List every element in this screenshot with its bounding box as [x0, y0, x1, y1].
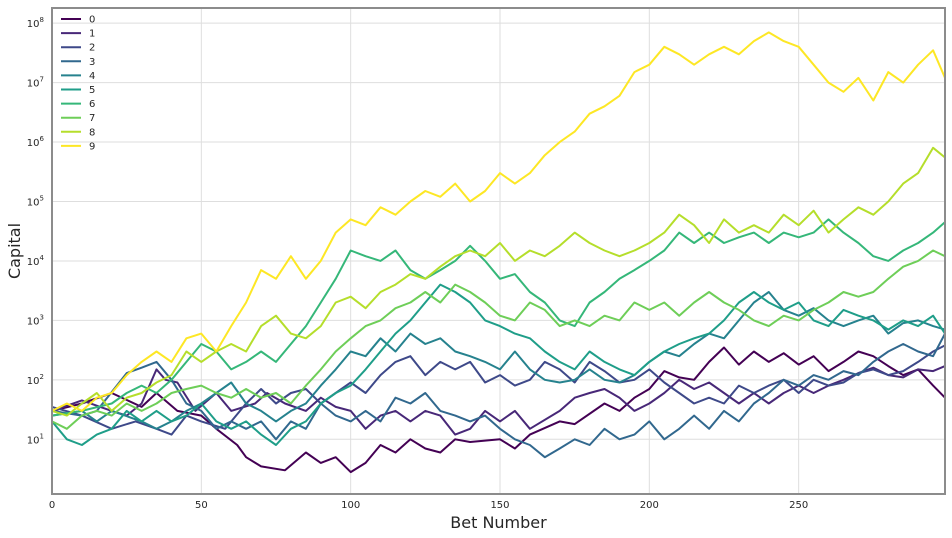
legend-label-8: 8	[89, 127, 95, 138]
x-tick-label: 0	[49, 500, 55, 511]
series-line-6	[51, 218, 946, 417]
y-tick-base: 10	[27, 19, 40, 30]
legend-label-5: 5	[89, 85, 95, 96]
legend-label-3: 3	[89, 57, 95, 68]
series-line-9	[51, 31, 946, 412]
y-tick-base: 10	[27, 138, 40, 149]
y-tick-label: 106	[27, 135, 45, 149]
legend-label-0: 0	[89, 15, 95, 26]
x-axis-ticks: 0 50 100 150 200 250	[49, 500, 808, 511]
y-tick-base: 10	[27, 316, 40, 327]
y-tick-label: 108	[27, 16, 44, 30]
series-line-7	[51, 249, 946, 430]
y-tick-label: 102	[27, 373, 44, 387]
y-tick-label: 103	[27, 313, 44, 327]
y-tick-base: 10	[27, 435, 40, 446]
series-line-5	[51, 283, 946, 446]
y-tick-label: 104	[27, 254, 45, 268]
legend-label-6: 6	[89, 99, 95, 110]
series-line-0	[51, 346, 946, 474]
y-tick-label: 107	[27, 76, 44, 90]
series-line-8	[51, 146, 946, 417]
series-lines	[51, 31, 946, 474]
x-tick-label: 150	[490, 500, 509, 511]
legend: 0 1 2 3 4 5 6 7 8 9	[61, 15, 95, 152]
series-line-3	[51, 333, 946, 459]
y-tick-label: 105	[27, 194, 44, 208]
y-tick-label: 101	[27, 432, 44, 446]
y-tick-exponent: 8	[40, 16, 44, 24]
series-line-1	[51, 365, 946, 436]
legend-label-4: 4	[89, 71, 95, 82]
y-tick-exponent: 1	[40, 432, 44, 440]
plot-frame	[51, 7, 946, 495]
y-tick-exponent: 5	[40, 194, 44, 202]
grid	[51, 8, 945, 494]
y-tick-exponent: 6	[40, 135, 45, 143]
y-tick-exponent: 7	[40, 76, 44, 84]
x-tick-label: 100	[341, 500, 360, 511]
legend-label-7: 7	[89, 113, 95, 124]
legend-label-9: 9	[89, 141, 95, 152]
y-tick-base: 10	[27, 79, 40, 90]
y-tick-base: 10	[27, 376, 40, 387]
y-tick-exponent: 4	[40, 254, 45, 262]
series-line-4	[51, 291, 946, 430]
y-tick-exponent: 3	[40, 313, 44, 321]
series-line-2	[51, 344, 946, 436]
x-tick-label: 200	[640, 500, 659, 511]
y-axis-label: Capital	[5, 223, 24, 279]
x-tick-label: 250	[789, 500, 808, 511]
y-tick-exponent: 2	[40, 373, 44, 381]
legend-label-2: 2	[89, 43, 95, 54]
y-tick-base: 10	[27, 197, 40, 208]
legend-label-1: 1	[89, 29, 95, 40]
y-tick-base: 10	[27, 257, 40, 268]
x-tick-label: 50	[195, 500, 208, 511]
x-axis-label: Bet Number	[450, 513, 547, 532]
